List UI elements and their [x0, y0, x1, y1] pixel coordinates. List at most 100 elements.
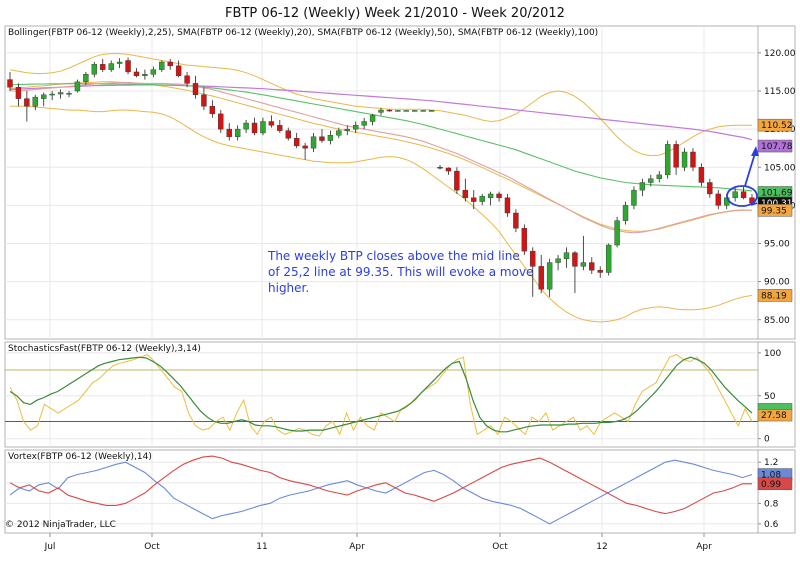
x-tick-label: Apr [349, 542, 365, 552]
candle [437, 164, 443, 170]
candle [479, 193, 485, 206]
candle-body [673, 144, 679, 168]
candle-body [614, 220, 620, 246]
price-tag: 99.35 [757, 204, 793, 217]
candle-body [454, 170, 460, 191]
price-tag-label: 110.52 [761, 121, 793, 131]
y-tick-label: 115.00 [764, 87, 796, 97]
candle-body [192, 83, 199, 96]
candle-body [521, 228, 528, 252]
annotation-ellipse [726, 185, 758, 207]
candle [673, 140, 679, 175]
y-tick-label: 1.2 [764, 458, 778, 468]
sma20-line [10, 82, 753, 234]
candle [142, 69, 148, 80]
vortex-plus-line [9, 459, 753, 525]
candle-body [690, 151, 696, 168]
candle-body [504, 197, 511, 214]
candle [243, 119, 249, 133]
candle [622, 201, 629, 225]
candle-body [302, 145, 308, 149]
annotation-arrow-line-2 [750, 202, 758, 206]
candle-body [681, 151, 688, 168]
candle-body [49, 93, 55, 96]
stochastics-panel: 0 50 100 StochasticsFast(FBTP 06-12 (Weekly… [4, 341, 796, 448]
candle [605, 243, 612, 276]
candle-body [656, 174, 662, 179]
price-tag: 110.52 [757, 118, 793, 132]
stoch-d-line [9, 356, 753, 433]
candle [504, 193, 511, 217]
candle-body [57, 92, 64, 95]
x-tick-label: Apr [696, 542, 712, 552]
candle [108, 60, 114, 72]
candle-body [285, 130, 291, 139]
price-tag-label: 99.35 [761, 206, 787, 216]
candle [133, 68, 140, 78]
candle [327, 130, 334, 145]
candle [614, 216, 620, 248]
candle-body [7, 79, 13, 88]
candle [740, 186, 747, 200]
candle [32, 94, 38, 111]
candle [91, 62, 98, 78]
candle [57, 89, 64, 99]
candle [184, 71, 190, 88]
candle [209, 100, 216, 118]
candle-body [133, 71, 140, 76]
candle [648, 174, 654, 187]
candle-body [100, 64, 106, 70]
copyright-text: © 2012 NinjaTrader, LLC [5, 520, 116, 530]
candle-body [378, 109, 384, 113]
candle [707, 178, 713, 198]
vortex-label: Vortex(FBTP 06-12 (Weekly),14) [8, 452, 152, 462]
candle [521, 224, 528, 255]
candle [302, 142, 308, 160]
stoch-tag-label: 27.58 [761, 411, 787, 421]
candle-body [74, 81, 81, 92]
candle [597, 266, 603, 278]
candle-body [268, 121, 275, 126]
candle [49, 91, 55, 101]
candle [201, 87, 207, 111]
candle [260, 117, 266, 136]
candle-body [243, 122, 249, 130]
bollinger-lower-line [10, 105, 753, 323]
candle-body [336, 130, 342, 136]
candle-body [589, 262, 595, 271]
candle-body [83, 74, 89, 83]
candle [471, 190, 477, 210]
annotation-arrowhead [751, 146, 759, 156]
sma100-line [9, 84, 753, 141]
candle-body [201, 94, 207, 107]
candle-body [715, 193, 721, 206]
candle [167, 58, 173, 70]
candle-body [580, 262, 587, 267]
y-tick-label: 0 [764, 435, 770, 445]
candle-body [226, 128, 232, 137]
candle-body [369, 115, 376, 122]
candle [24, 91, 30, 122]
candle [420, 110, 426, 112]
candle-body [150, 69, 157, 75]
candle [150, 66, 157, 78]
sma50-line [9, 83, 753, 192]
candle [690, 148, 696, 172]
candle [319, 129, 325, 143]
candle [234, 125, 241, 141]
candle-body [353, 125, 359, 130]
candle-body [698, 167, 705, 183]
bollinger-upper-line [9, 53, 752, 157]
stochastics-label: StochasticsFast(FBTP 06-12 (Weekly),3,14… [8, 344, 201, 354]
candle [487, 191, 494, 206]
price-tag: 107.78 [757, 139, 793, 153]
candle-body [32, 96, 38, 107]
candle [496, 191, 502, 202]
x-tick-label: Oct [492, 542, 508, 552]
price-tag-box [757, 204, 793, 217]
x-axis: Jul Oct 11 Apr Oct 12 Apr [44, 533, 712, 552]
candle [589, 257, 595, 274]
candle-body [41, 94, 47, 99]
